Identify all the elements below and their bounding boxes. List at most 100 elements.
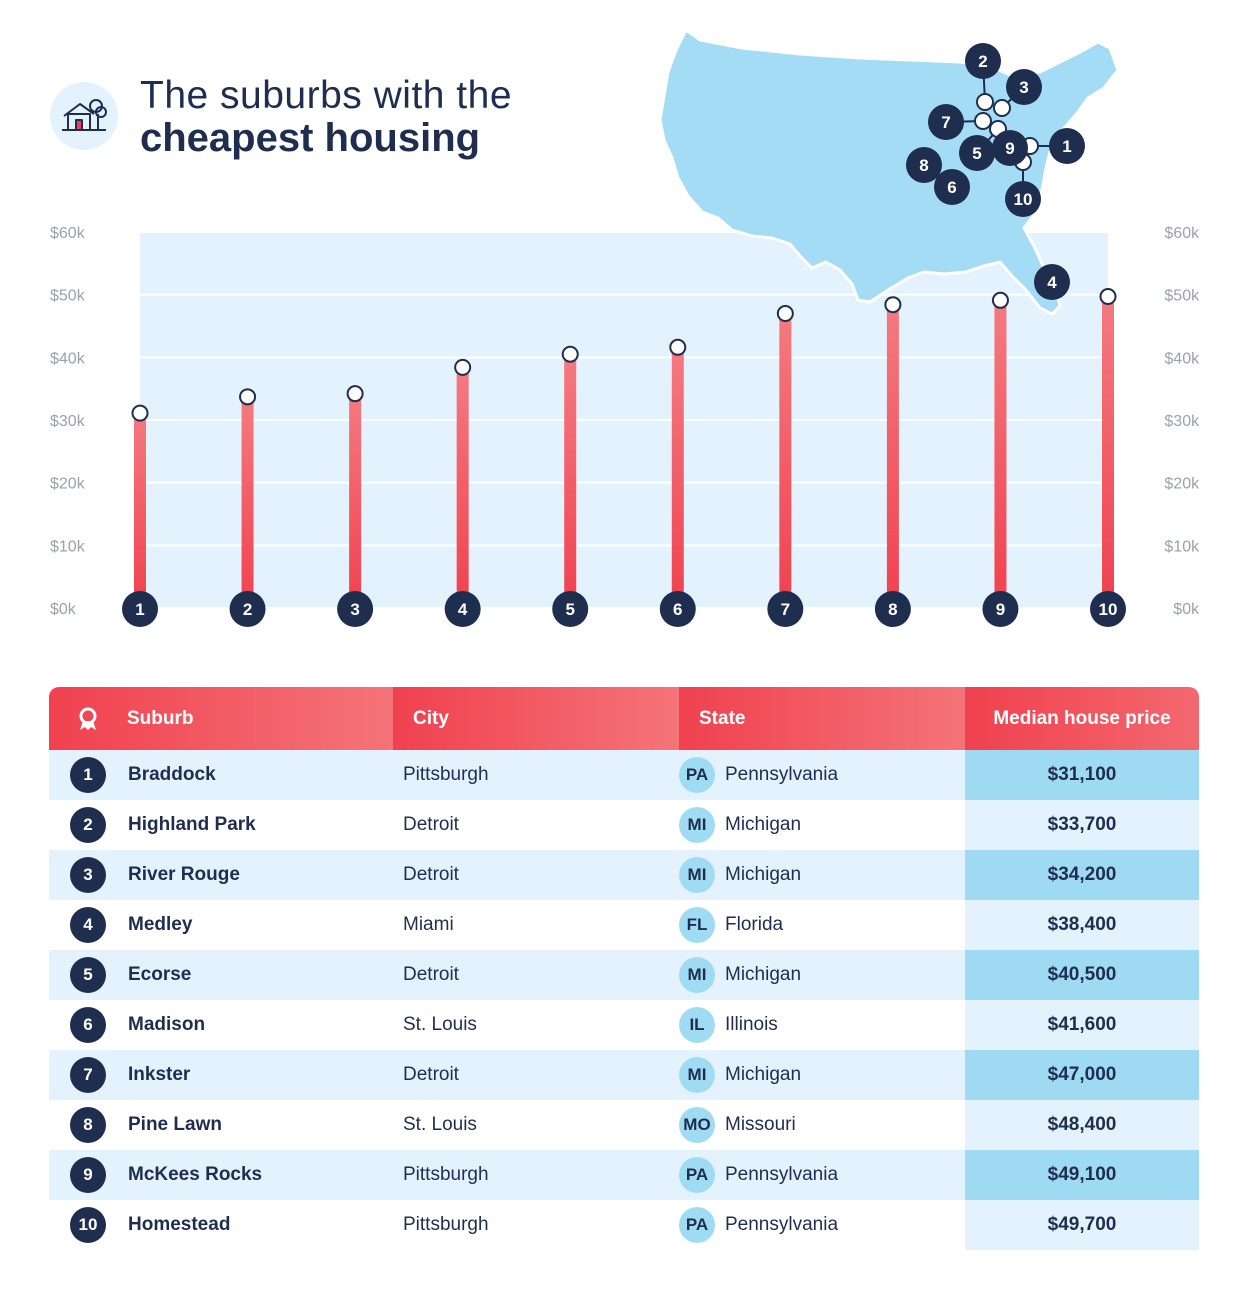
rank-badge: 3 [70,857,106,893]
bar-top-marker [776,304,794,322]
city-name: Miami [403,914,454,935]
bar-top-marker [1099,288,1117,306]
map-marker: 7 [928,104,964,140]
city-name: Pittsburgh [403,1164,489,1185]
table-body: 1 Braddock Pittsburgh PA Pennsylvania $3… [49,750,1199,1250]
map-marker: 1 [1049,128,1085,164]
bar-top-marker [561,345,579,363]
bar [456,367,469,608]
suburb-name: Inkster [128,1064,191,1085]
price-cell: $40,500 [965,950,1199,1000]
x-badge: 8 [874,591,911,627]
map-marker-label: 5 [972,144,981,163]
bars [134,296,1114,608]
state-abbr-badge: MI [679,857,715,893]
x-badge: 2 [229,591,266,627]
state-name: Michigan [725,814,802,835]
header-state: State [679,687,965,750]
award-ribbon-icon [79,707,97,730]
bar [134,413,146,608]
price-cell: $31,100 [965,750,1199,800]
state-abbr-badge: PA [679,1207,715,1243]
x-axis-badges: 1 2 3 4 5 6 7 8 9 10 [122,591,1126,627]
map-marker-label: 10 [1014,190,1033,209]
bar-top-marker [346,385,364,403]
rank-badge: 7 [70,1057,106,1093]
y-tick-label: $20k [50,476,86,493]
bar [779,313,792,608]
header-suburb-label: Suburb [127,707,194,729]
state-name: Pennsylvania [725,764,839,785]
rank-badge: 6 [70,1007,106,1043]
map-marker: 4 [1034,264,1070,300]
x-badge: 1 [122,591,158,627]
suburb-name: Highland Park [128,814,256,835]
suburb-name: Braddock [128,764,216,785]
page-title-line1: The suburbs with the [140,74,513,117]
map-marker: 9 [992,130,1028,166]
rank-badge: 8 [70,1107,106,1143]
state-abbr-badge: PA [679,757,715,793]
y-tick-label: $60k [1164,225,1200,242]
rank-badge: 1 [70,757,106,793]
suburb-name: McKees Rocks [128,1164,263,1185]
map-marker-label: 1 [1062,137,1071,156]
suburb-name: River Rouge [128,864,240,885]
map-marker-label: 8 [919,156,928,175]
x-tick-label: 7 [781,600,790,619]
y-tick-label: $10k [1164,538,1200,555]
table-row: 5 Ecorse Detroit MI Michigan $40,500 [49,950,1199,1000]
city-name: Detroit [403,964,459,985]
x-tick-label: 9 [996,600,1005,619]
y-tick-label: $10k [50,538,86,555]
x-tick-label: 6 [673,600,682,619]
table-row: 1 Braddock Pittsburgh PA Pennsylvania $3… [49,750,1199,800]
table-row: 2 Highland Park Detroit MI Michigan $33,… [49,800,1199,850]
bar [349,393,362,608]
x-tick-label: 2 [243,600,252,619]
map-marker: 5 [959,135,995,171]
price-cell: $47,000 [965,1050,1199,1100]
price-cell: $34,200 [965,850,1199,900]
x-badge: 7 [767,591,804,627]
map-marker: 8 [906,147,942,183]
state-name: Florida [725,914,784,935]
state-name: Michigan [725,864,802,885]
map-marker-label: 6 [947,178,956,197]
rank-badge: 4 [70,907,106,943]
house-logo [50,82,118,150]
x-badge: 5 [552,591,589,627]
chart-area: $0k$10k$20k$30k$40k$50k$60k $0k$10k$20k$… [50,30,1201,627]
table-row: 9 McKees Rocks Pittsburgh PA Pennsylvani… [49,1150,1199,1200]
table-header: Suburb City State Median house price [49,687,1199,750]
bar [241,396,254,608]
table-row: 3 River Rouge Detroit MI Michigan $34,20… [49,850,1199,900]
map-marker-label: 7 [941,113,950,132]
map-marker-label: 4 [1047,273,1057,292]
city-name: Detroit [403,814,459,835]
bar-top-marker [669,338,687,356]
map-marker: 6 [934,169,970,205]
city-name: St. Louis [403,1114,477,1135]
bar-top-marker [239,388,257,406]
state-abbr-badge: MI [679,807,715,843]
rank-badge: 2 [70,807,106,843]
suburbs-table: Suburb City State Median house price 1 B… [49,687,1199,1250]
state-abbr-badge: FL [679,907,715,943]
suburb-name: Madison [128,1014,206,1035]
bar-top-marker [454,358,472,376]
map-marker-label: 2 [978,52,987,71]
header-city: City [393,687,679,750]
price-cell: $41,600 [965,1000,1199,1050]
x-tick-label: 4 [458,600,468,619]
table-row: 4 Medley Miami FL Florida $38,400 [49,900,1199,950]
map-marker-label: 3 [1019,78,1028,97]
table-row: 6 Madison St. Louis IL Illinois $41,600 [49,1000,1199,1050]
bar-top-marker [991,291,1009,309]
header-suburb: Suburb [49,687,393,750]
grid-lines [120,231,1128,609]
y-tick-label: $40k [1164,350,1200,367]
price-cell: $49,700 [965,1200,1199,1250]
y-tick-label: $40k [50,350,86,367]
x-badge: 9 [982,591,1019,627]
